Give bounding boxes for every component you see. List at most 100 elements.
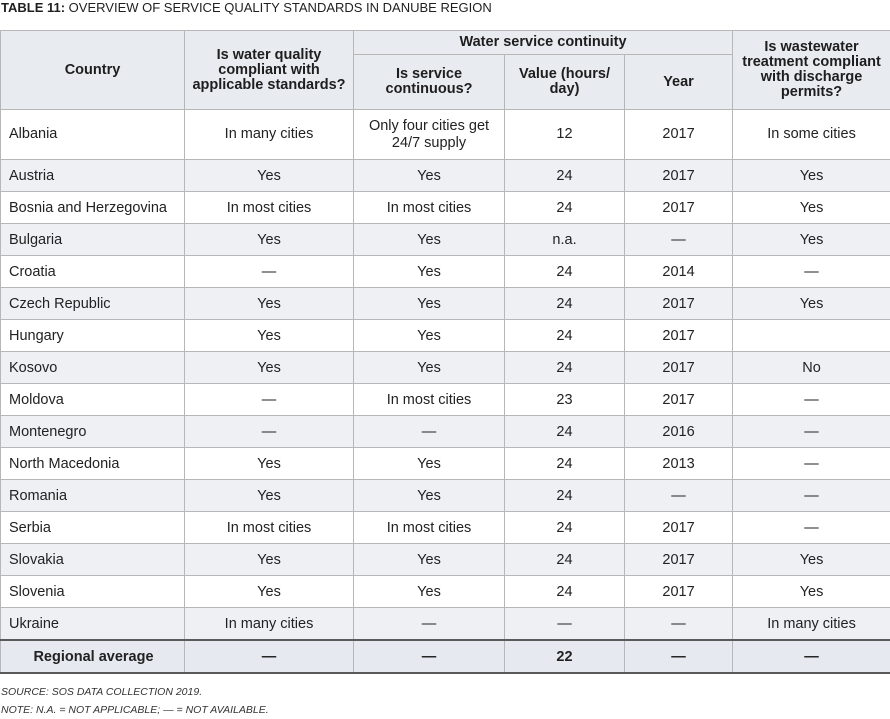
cell-water-quality: Yes [184, 575, 354, 608]
cell-hours: 24 [504, 287, 625, 320]
table-row: Montenegro — — 24 2016 — [0, 415, 890, 448]
cell-continuous: Yes [353, 319, 505, 352]
header-water-quality: Is water quality compliant with applicab… [184, 30, 354, 110]
cell-year: 2017 [623, 319, 734, 352]
cell-continuous: Yes [353, 255, 505, 288]
table-caption: OVERVIEW OF SERVICE QUALITY STANDARDS IN… [65, 0, 492, 15]
cell-water-quality: Yes [184, 351, 354, 384]
cell-year: 2017 [623, 287, 734, 320]
cell-wastewater: Yes [732, 575, 890, 608]
cell-wastewater: — [732, 479, 890, 512]
cell-country: Slovakia [0, 543, 185, 576]
cell-country: Albania [0, 109, 185, 160]
cell-country: Kosovo [0, 351, 185, 384]
table-row: Croatia — Yes 24 2014 — [0, 255, 890, 288]
cell-water-quality: Yes [184, 479, 354, 512]
source-footnote: Source: SOS data collection 2019. [1, 686, 203, 698]
note-footnote: Note: n.a. = not applicable; — = not ava… [1, 704, 269, 716]
cell-year: — [623, 639, 734, 674]
cell-hours: 24 [504, 447, 625, 480]
table-row: Moldova — In most cities 23 2017 — [0, 383, 890, 416]
cell-wastewater: — [732, 255, 890, 288]
cell-country: Hungary [0, 319, 185, 352]
cell-country: Bulgaria [0, 223, 185, 256]
cell-hours: 24 [504, 319, 625, 352]
cell-water-quality: Yes [184, 287, 354, 320]
cell-water-quality: — [184, 415, 354, 448]
cell-wastewater: Yes [732, 191, 890, 224]
table-row: North Macedonia Yes Yes 24 2013 — [0, 447, 890, 480]
cell-continuous: — [353, 639, 505, 674]
cell-water-quality: — [184, 639, 354, 674]
table-row: Kosovo Yes Yes 24 2017 No [0, 351, 890, 384]
cell-wastewater: Yes [732, 159, 890, 192]
table-title: TABLE 11: OVERVIEW OF SERVICE QUALITY ST… [1, 0, 492, 20]
header-year: Year [623, 54, 734, 110]
service-quality-table: Country Is water quality compliant with … [0, 30, 890, 674]
header-value-hours: Value (hours/ day) [504, 54, 625, 110]
cell-wastewater: In many cities [732, 607, 890, 641]
header-wastewater: Is wastewater treatment compliant with d… [732, 30, 890, 110]
table-row: Serbia In most cities In most cities 24 … [0, 511, 890, 544]
header-continuity-group: Water service continuity [352, 30, 734, 55]
cell-wastewater: — [732, 383, 890, 416]
cell-wastewater: Yes [732, 287, 890, 320]
cell-year: 2016 [623, 415, 734, 448]
cell-water-quality: Yes [184, 319, 354, 352]
cell-water-quality: Yes [184, 223, 354, 256]
table-row: Bulgaria Yes Yes n.a. — Yes [0, 223, 890, 256]
cell-continuous: Yes [353, 159, 505, 192]
table-number: TABLE 11: [1, 0, 66, 15]
cell-wastewater: — [732, 415, 890, 448]
cell-hours: 24 [504, 511, 625, 544]
cell-hours: 24 [504, 479, 625, 512]
table-row: Czech Republic Yes Yes 24 2017 Yes [0, 287, 890, 320]
cell-year: 2017 [623, 351, 734, 384]
cell-hours: 24 [504, 255, 625, 288]
cell-continuous: — [353, 415, 505, 448]
cell-hours: 12 [504, 109, 625, 160]
cell-country: Austria [0, 159, 185, 192]
cell-year: 2013 [623, 447, 734, 480]
cell-country: Croatia [0, 255, 185, 288]
cell-wastewater: — [732, 511, 890, 544]
cell-water-quality: In most cities [184, 511, 354, 544]
table-row: Bosnia and Herzegovina In most cities In… [0, 191, 890, 224]
cell-continuous: Yes [353, 543, 505, 576]
table-row: Austria Yes Yes 24 2017 Yes [0, 159, 890, 192]
cell-hours: 24 [504, 351, 625, 384]
cell-year: 2017 [623, 575, 734, 608]
cell-country: Czech Republic [0, 287, 185, 320]
cell-year: 2017 [623, 159, 734, 192]
table-row: Ukraine In many cities — — — In many cit… [0, 607, 890, 641]
table-row: Romania Yes Yes 24 — — [0, 479, 890, 512]
cell-hours: — [504, 607, 625, 641]
header-country: Country [0, 30, 185, 110]
cell-country: Bosnia and Herzegovina [0, 191, 185, 224]
cell-water-quality: In many cities [184, 607, 354, 641]
regional-average-row: Regional average — — 22 — — [0, 639, 890, 674]
cell-country: Serbia [0, 511, 185, 544]
cell-wastewater: In some cities [732, 109, 890, 160]
cell-year: 2017 [623, 511, 734, 544]
cell-hours: 23 [504, 383, 625, 416]
cell-continuous: In most cities [353, 383, 505, 416]
cell-continuous: Yes [353, 351, 505, 384]
cell-hours: 24 [504, 543, 625, 576]
cell-year: — [623, 607, 734, 641]
cell-country: Ukraine [0, 607, 185, 641]
cell-water-quality: In many cities [184, 109, 354, 160]
cell-wastewater: — [732, 639, 890, 674]
cell-year: — [623, 223, 734, 256]
cell-continuous: Yes [353, 223, 505, 256]
cell-continuous: Yes [353, 447, 505, 480]
cell-water-quality: Yes [184, 159, 354, 192]
cell-hours: 24 [504, 191, 625, 224]
table-row: Albania In many cities Only four cities … [0, 109, 890, 160]
cell-wastewater: No [732, 351, 890, 384]
header-service-continuous: Is service continuous? [353, 54, 505, 110]
cell-continuous: Yes [353, 479, 505, 512]
cell-wastewater: Yes [732, 543, 890, 576]
cell-year: 2017 [623, 383, 734, 416]
cell-wastewater: Yes [732, 223, 890, 256]
